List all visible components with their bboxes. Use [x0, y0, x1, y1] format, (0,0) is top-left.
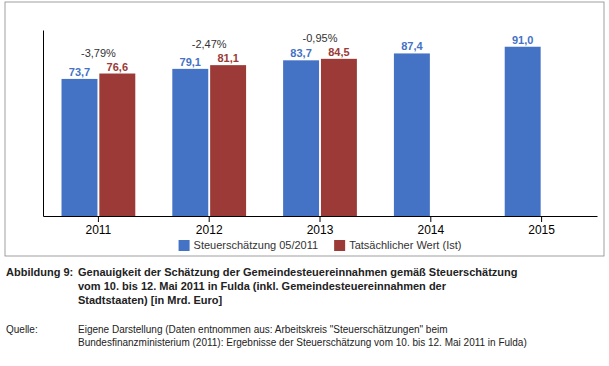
x-tick-label: 2011: [85, 223, 111, 237]
caption-line: Genauigkeit der Schätzung der Gemeindest…: [78, 266, 518, 278]
x-tick-line: [209, 216, 210, 222]
source-line: Eigene Darstellung (Daten entnommen aus:…: [78, 324, 448, 335]
x-tick: 2011: [85, 216, 111, 237]
x-tick-line: [430, 216, 431, 222]
bars: [62, 47, 541, 216]
bar: [210, 65, 246, 216]
x-tick: 2015: [528, 216, 555, 237]
annotations: -3,79% -2,47% -0,95%: [81, 32, 338, 59]
bar: [394, 53, 430, 216]
x-tick: 2012: [196, 216, 223, 237]
source-label-line: Quelle:: [6, 324, 38, 335]
bar: [99, 74, 135, 216]
bar: [283, 60, 319, 216]
legend-label: Steuerschätzung 05/2011: [194, 239, 319, 251]
y-axis-line: [43, 31, 44, 217]
bar: [62, 79, 98, 216]
caption-line: Stadtstaaten) [in Mrd. Euro]: [78, 294, 223, 306]
data-label: 81,1: [217, 52, 238, 64]
data-label: 76,6: [107, 61, 128, 73]
bar: [321, 59, 357, 216]
caption-label: Abbildung 9:: [6, 266, 73, 278]
x-tick: 2013: [307, 216, 334, 237]
caption: Genauigkeit der Schätzung der Gemeindest…: [78, 266, 518, 306]
data-label: 83,7: [290, 47, 311, 59]
data-label: 84,5: [328, 46, 349, 58]
x-tick-label: 2015: [528, 223, 555, 237]
chart: 2011 2012 2013 2014 2015 73,7 79,1 83,7 87,4 91,0…: [0, 0, 609, 366]
annotation: -0,95%: [303, 32, 338, 44]
source-label: Quelle:: [6, 324, 38, 335]
legend: Steuerschätzung 05/2011 Tatsächlicher Wer…: [179, 239, 462, 251]
x-tick-label: 2014: [417, 223, 444, 237]
chart-frame: [5, 2, 604, 256]
caption-line: vom 10. bis 12. Mai 2011 in Fulda (inkl.…: [78, 280, 447, 292]
annotation: -3,79%: [81, 47, 116, 59]
x-tick-line: [541, 216, 542, 222]
legend-swatch: [334, 240, 345, 251]
x-axis: 2011 2012 2013 2014 2015: [44, 216, 598, 237]
data-label: 91,0: [512, 34, 533, 46]
x-tick-label: 2013: [307, 223, 334, 237]
data-label: 79,1: [180, 56, 201, 68]
x-tick-line: [320, 216, 321, 222]
source: Eigene Darstellung (Daten entnommen aus:…: [78, 324, 527, 348]
caption-label-line: Abbildung 9:: [6, 266, 73, 278]
legend-item: Steuerschätzung 05/2011: [179, 239, 319, 251]
y-axis: [43, 31, 44, 217]
data-label: 73,7: [69, 66, 90, 78]
data-label: 87,4: [401, 40, 423, 52]
legend-label: Tatsächlicher Wert (Ist): [349, 239, 461, 251]
x-tick: 2014: [417, 216, 444, 237]
legend-item: Tatsächlicher Wert (Ist): [334, 239, 461, 251]
x-tick-label: 2012: [196, 223, 223, 237]
source-line: Bundesfinanzministerium (2011): Ergebnis…: [78, 337, 527, 348]
legend-swatch: [179, 240, 190, 251]
bar: [172, 69, 208, 216]
annotation: -2,47%: [192, 38, 227, 50]
data-labels: 73,7 79,1 83,7 87,4 91,0 76,6 81,1 84,5: [69, 34, 534, 78]
x-tick-line: [98, 216, 99, 222]
bar: [505, 47, 541, 216]
